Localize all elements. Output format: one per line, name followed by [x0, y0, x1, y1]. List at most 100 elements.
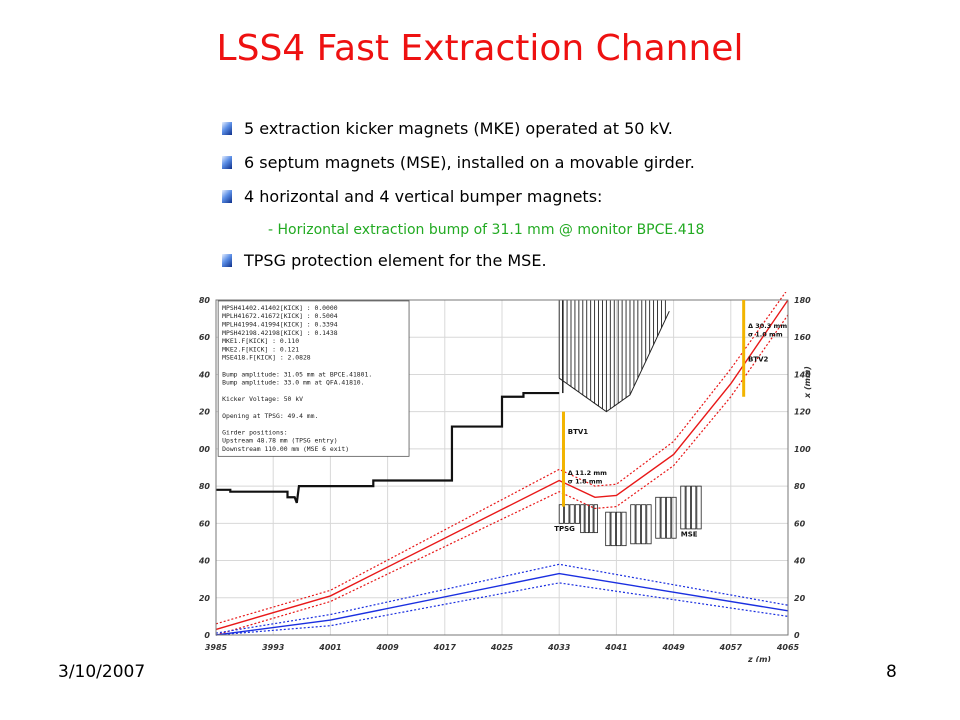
btv1-label: BTV1 — [568, 428, 589, 436]
series-line-4 — [215, 563, 789, 634]
x-tick-label: 4065 — [776, 643, 800, 652]
x-tick-label: 4049 — [661, 643, 685, 652]
septum-block-cell — [621, 511, 627, 547]
bullet-item: 5 extraction kicker magnets (MKE) operat… — [222, 118, 942, 152]
septum-block-cell — [641, 504, 647, 545]
septum-block-cell — [605, 511, 611, 547]
info-box-line: Bump amplitude: 33.0 mm at QFA.41810. — [222, 379, 364, 387]
y-tick-label-right: 140 — [794, 370, 811, 379]
slide-title: LSS4 Fast Extraction Channel — [216, 28, 744, 69]
series-line-0 — [215, 299, 789, 631]
septum-block-cell — [630, 504, 636, 545]
x-tick-label: 4041 — [604, 643, 627, 652]
septum-block-cell — [589, 504, 594, 534]
y-tick-label-right: 160 — [794, 333, 811, 342]
bullet-square-icon — [222, 190, 232, 203]
septum-block-cell — [646, 504, 652, 545]
bullet-square-icon — [222, 122, 232, 135]
info-box-line: Opening at TPSG: 49.4 mm. — [222, 412, 318, 420]
page-number: 8 — [886, 662, 897, 682]
x-tick-label: 3993 — [262, 643, 285, 652]
sub-bullet: - Horizontal extraction bump of 31.1 mm … — [268, 222, 705, 238]
info-box-line: MPSH42198.42198[KICK] : 0.1438 — [222, 329, 338, 337]
y-tick-label-right: 120 — [794, 408, 811, 417]
bullet-text: 6 septum magnets (MSE), installed on a m… — [244, 153, 695, 172]
septum-block-cell — [635, 504, 641, 545]
chart-series — [215, 292, 789, 636]
info-box-line: MKE2.F[KICK] : 0.121 — [222, 345, 299, 353]
septum-block-cell — [685, 485, 691, 530]
y-tick-label-right: 40 — [793, 557, 806, 566]
y-tick-label-left: 0 — [204, 631, 210, 640]
septum-upper-comb — [558, 300, 670, 413]
bullet-square-icon — [222, 156, 232, 169]
septum-block-cell — [574, 504, 581, 524]
series-line-5 — [215, 582, 789, 636]
info-box-line: Downstream 110.00 mm (MSE 6 exit) — [222, 445, 349, 453]
info-box-line: MPLH41994.41994[KICK] : 0.3394 — [222, 321, 338, 329]
y-tick-label-right: 60 — [794, 519, 806, 528]
y-tick-label-left: 60 — [199, 519, 211, 528]
septum-block-cell — [615, 511, 622, 547]
btv2-delta-label: Δ 30.3 mm — [748, 322, 787, 330]
info-box-line: Upstream 48.78 mm (TPSG entry) — [222, 437, 337, 445]
septum-block-cell — [564, 504, 570, 524]
btv2-sigma-label: σ 1.0 mm — [748, 330, 783, 338]
series-line-6 — [216, 391, 560, 504]
bullet-text: TPSG protection element for the MSE. — [244, 251, 547, 270]
septum-block-cell — [593, 504, 598, 534]
septum-block-cell — [569, 504, 575, 524]
y-tick-label-left: 80 — [199, 482, 211, 491]
plot-frame — [215, 299, 789, 636]
y-tick-label-right: 100 — [794, 445, 811, 454]
septum-block-cell — [584, 504, 589, 534]
y-tick-label-right: 20 — [794, 594, 806, 603]
septum-block-cell — [666, 496, 672, 539]
x-tick-label: 4001 — [318, 643, 341, 652]
bullet-item: 4 horizontal and 4 vertical bumper magne… — [222, 186, 942, 220]
info-box: MPSH41402.41402[KICK] : 0.0000MPLH41672.… — [217, 300, 410, 457]
bullet-item: 6 septum magnets (MSE), installed on a m… — [222, 152, 942, 186]
x-axis-label: z (m) — [747, 655, 771, 662]
septum-block-cell — [691, 485, 697, 530]
bullet-item: TPSG protection element for the MSE. — [222, 250, 942, 284]
septum-block-cell — [558, 504, 564, 524]
septum-block-cell — [660, 496, 666, 539]
chart-axes: 0 0 20 20 40 40 60 60 80 80 100 100 120 120 140 140 160 1… — [198, 296, 812, 662]
beam-trajectory-chart: 0 0 20 20 40 40 60 60 80 80 100 100 120 120 140 140 160 1… — [198, 292, 818, 662]
bullet-list: 5 extraction kicker magnets (MKE) operat… — [222, 118, 942, 284]
info-box-line: MSE418.F[KICK] : 2.0828 — [222, 354, 311, 362]
magnet-structures — [558, 300, 702, 547]
y-tick-label-left: 140 — [198, 370, 210, 379]
x-tick-label: 4009 — [375, 643, 399, 652]
y-tick-label-left: 20 — [199, 594, 211, 603]
x-tick-label: 4017 — [433, 643, 457, 652]
series-line-3 — [215, 572, 789, 636]
info-box-line: Girder positions: — [222, 428, 287, 436]
septum-block-cell — [696, 485, 702, 530]
btv2-label: BTV2 — [748, 355, 769, 363]
bullet-text: 5 extraction kicker magnets (MKE) operat… — [244, 119, 673, 138]
y-axis-label-right: x (mm) — [803, 366, 812, 399]
btv1-sigma-label: σ 1.8 mm — [568, 477, 603, 485]
septum-upper-outline — [558, 310, 670, 413]
x-tick-label: 4033 — [547, 643, 571, 652]
series-line-1 — [215, 292, 787, 625]
bullet-text: 4 horizontal and 4 vertical bumper magne… — [244, 187, 603, 206]
x-tick-label: 3985 — [205, 643, 228, 652]
chart-annotations: BTV1 Δ 11.2 mmσ 1.8 mm BTV2 Δ 30.3 mmσ 1.0 … — [554, 300, 787, 538]
series-line-2 — [215, 314, 789, 636]
y-tick-label-right: 180 — [794, 296, 811, 305]
septum-block-cell — [655, 496, 661, 539]
bullet-square-icon — [222, 254, 232, 267]
tpsg-label: TPSG — [554, 525, 575, 533]
x-tick-label: 4025 — [490, 643, 514, 652]
footer-date: 3/10/2007 — [58, 662, 146, 682]
x-tick-label: 4057 — [719, 643, 743, 652]
info-box-line: Bump amplitude: 31.05 mm at BPCE.41801. — [222, 370, 372, 378]
y-tick-label-left: 100 — [198, 445, 210, 454]
info-box-line: MPSH41402.41402[KICK] : 0.0000 — [222, 304, 338, 312]
y-tick-label-left: 40 — [198, 557, 210, 566]
y-tick-label-left: 120 — [198, 408, 210, 417]
septum-lower-blocks — [558, 485, 702, 547]
